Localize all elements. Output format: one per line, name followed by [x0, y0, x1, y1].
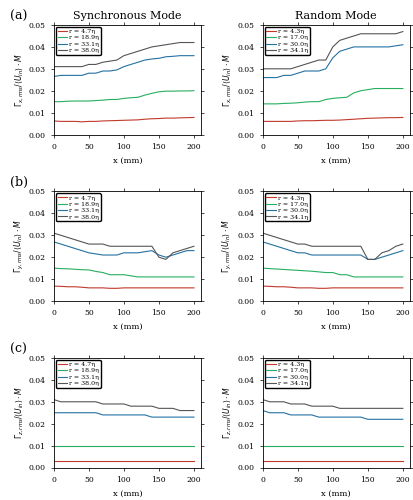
Y-axis label: $\Gamma_{y,rms}/\langle U_{in}\rangle \cdot M$: $\Gamma_{y,rms}/\langle U_{in}\rangle \c…: [221, 220, 234, 273]
Legend: r = 4.3η, r = 17.0η, r = 30.0η, r = 34.1η: r = 4.3η, r = 17.0η, r = 30.0η, r = 34.1…: [264, 360, 309, 388]
Y-axis label: $\Gamma_{z,rms}/\langle U_{in}\rangle \cdot M$: $\Gamma_{z,rms}/\langle U_{in}\rangle \c…: [13, 386, 26, 440]
X-axis label: x (mm): x (mm): [112, 323, 142, 331]
Y-axis label: $\Gamma_{z,rms}/\langle U_{in}\rangle \cdot M$: $\Gamma_{z,rms}/\langle U_{in}\rangle \c…: [222, 386, 234, 440]
Legend: r = 4.3η, r = 17.0η, r = 30.0η, r = 34.1η: r = 4.3η, r = 17.0η, r = 30.0η, r = 34.1…: [264, 27, 309, 55]
Text: (b): (b): [9, 176, 28, 190]
Y-axis label: $\Gamma_{y,rms}/\langle U_{in}\rangle \cdot M$: $\Gamma_{y,rms}/\langle U_{in}\rangle \c…: [12, 220, 26, 273]
Text: (a): (a): [9, 10, 27, 23]
X-axis label: x (mm): x (mm): [321, 490, 350, 498]
Title: Random Mode: Random Mode: [295, 12, 376, 22]
Title: Synchronous Mode: Synchronous Mode: [73, 12, 181, 22]
Legend: r = 4.3η, r = 17.0η, r = 30.0η, r = 34.1η: r = 4.3η, r = 17.0η, r = 30.0η, r = 34.1…: [264, 194, 309, 222]
Legend: r = 4.7η, r = 18.9η, r = 33.1η, r = 38.0η: r = 4.7η, r = 18.9η, r = 33.1η, r = 38.0…: [56, 27, 100, 55]
Legend: r = 4.7η, r = 18.9η, r = 33.1η, r = 38.0η: r = 4.7η, r = 18.9η, r = 33.1η, r = 38.0…: [56, 194, 100, 222]
Legend: r = 4.7η, r = 18.9η, r = 33.1η, r = 38.0η: r = 4.7η, r = 18.9η, r = 33.1η, r = 38.0…: [56, 360, 100, 388]
Y-axis label: $\Gamma_{x,rms}/\langle U_{in}\rangle \cdot M$: $\Gamma_{x,rms}/\langle U_{in}\rangle \c…: [13, 53, 26, 106]
X-axis label: x (mm): x (mm): [321, 323, 350, 331]
X-axis label: x (mm): x (mm): [112, 490, 142, 498]
Y-axis label: $\Gamma_{x,rms}/\langle U_{in}\rangle \cdot M$: $\Gamma_{x,rms}/\langle U_{in}\rangle \c…: [222, 53, 234, 106]
Text: (c): (c): [9, 343, 26, 356]
X-axis label: x (mm): x (mm): [321, 156, 350, 164]
X-axis label: x (mm): x (mm): [112, 156, 142, 164]
